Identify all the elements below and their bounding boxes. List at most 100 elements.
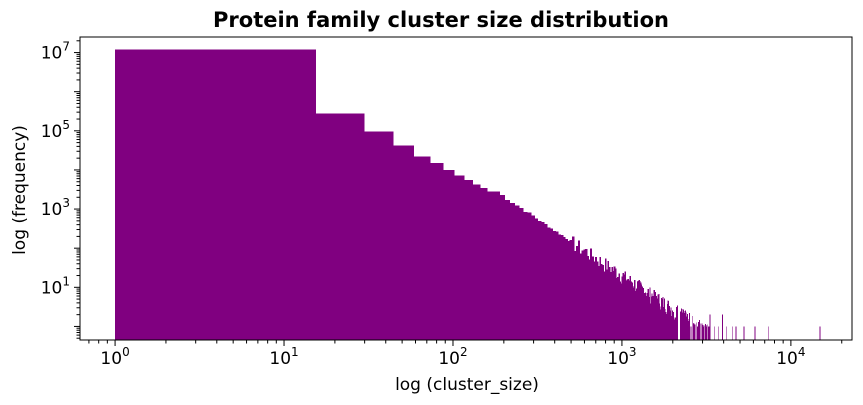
histogram-bar [611,266,613,340]
histogram-bar [684,310,686,340]
histogram-bar [632,286,634,340]
histogram-bar [641,284,643,340]
histogram-bar [671,316,673,340]
histogram-bar [541,221,545,340]
histogram-bar [685,310,686,340]
histogram-bar [705,325,707,340]
histogram-bar [115,49,317,341]
histogram-bar [708,326,710,340]
histogram-bar [654,297,656,340]
histogram-bar [621,276,623,340]
histogram-bar [606,269,608,340]
histogram-bar [443,169,455,340]
histogram-bar [454,175,465,340]
histogram-bar [364,131,394,340]
histogram-bar [315,113,365,341]
histogram-bar [624,271,627,340]
y-axis-ticks: 101 103 105 107 [41,40,80,339]
histogram-bar [639,281,641,340]
histogram-bar [648,289,650,340]
histogram-bar [663,307,665,340]
x-axis-label: log (cluster_size) [395,375,539,395]
histogram-bar [591,256,594,340]
histogram-bar [629,275,631,340]
histogram-bar [593,261,596,340]
histogram-bar [581,250,584,340]
histogram-bar [585,248,588,340]
histogram-bar [487,191,494,340]
histogram-bar [628,280,630,340]
histogram-bar [709,314,711,340]
histogram-bar [694,324,696,340]
histogram-bar [518,208,524,340]
histogram-bar [666,304,668,340]
histogram-bar [658,293,660,340]
histogram-bar [597,266,600,340]
histogram-bar [630,281,632,340]
histogram-bar [693,323,695,340]
histogram-bar [681,309,683,340]
histogram-bar [683,309,685,340]
histogram-bar [686,319,688,340]
histogram-bar [696,326,698,340]
axes [79,36,853,341]
histogram-bar [679,311,681,340]
histogram-bar [527,212,532,340]
histogram-bar [722,314,723,340]
histogram-bar [614,268,617,340]
histogram-bar [690,326,692,340]
histogram-bar [588,259,591,340]
histogram-bar [669,306,671,340]
histogram-bar [673,319,675,340]
histogram-bar [662,299,664,340]
histogram-bar [599,256,602,340]
histogram-bar [648,296,650,340]
y-tick-label: 107 [41,40,70,64]
histogram-bar [675,307,677,340]
histogram-bar [504,199,511,340]
histogram-bar [514,205,520,340]
histogram-bar [703,325,705,340]
histogram-bar [631,282,633,340]
histogram-bar [647,289,649,340]
histogram-bar [689,325,691,340]
histogram-bar [604,258,607,340]
histogram-bar [560,235,564,340]
histogram-bar [652,296,654,340]
histogram-bar [634,279,636,340]
histogram-bar [625,280,628,340]
histogram-bar [686,316,688,340]
histogram-bar [695,322,697,340]
histogram-bar [640,282,642,340]
histogram-bar [735,326,737,340]
histogram-bar [636,281,639,340]
histogram-bar [700,323,702,340]
histogram-bar [653,289,655,340]
histogram-bar [706,326,707,340]
histogram-bar [732,326,734,340]
histogram-bar [674,317,676,340]
x-tick-label: 103 [607,345,636,369]
histogram-bar [627,279,630,340]
histogram-bar [680,315,682,340]
histogram-bar [661,298,663,340]
histogram-bar [767,326,769,340]
histogram-bar [633,287,635,340]
histogram-bar [663,298,665,340]
histogram-bar [635,288,638,340]
histogram-bar [575,246,579,340]
histogram-bar [692,323,694,340]
histogram-bar [530,215,535,340]
x-tick-label: 102 [438,345,467,369]
histogram-bar [662,297,664,340]
histogram-bar [649,287,651,340]
histogram-bar [610,272,612,340]
histogram-bar [682,314,684,340]
histogram-bar [567,241,571,340]
histogram-bar [656,298,658,340]
histogram-bar [668,312,670,340]
histogram-bar [569,240,573,340]
histogram-bar [619,281,621,340]
histogram-bar [620,283,622,340]
